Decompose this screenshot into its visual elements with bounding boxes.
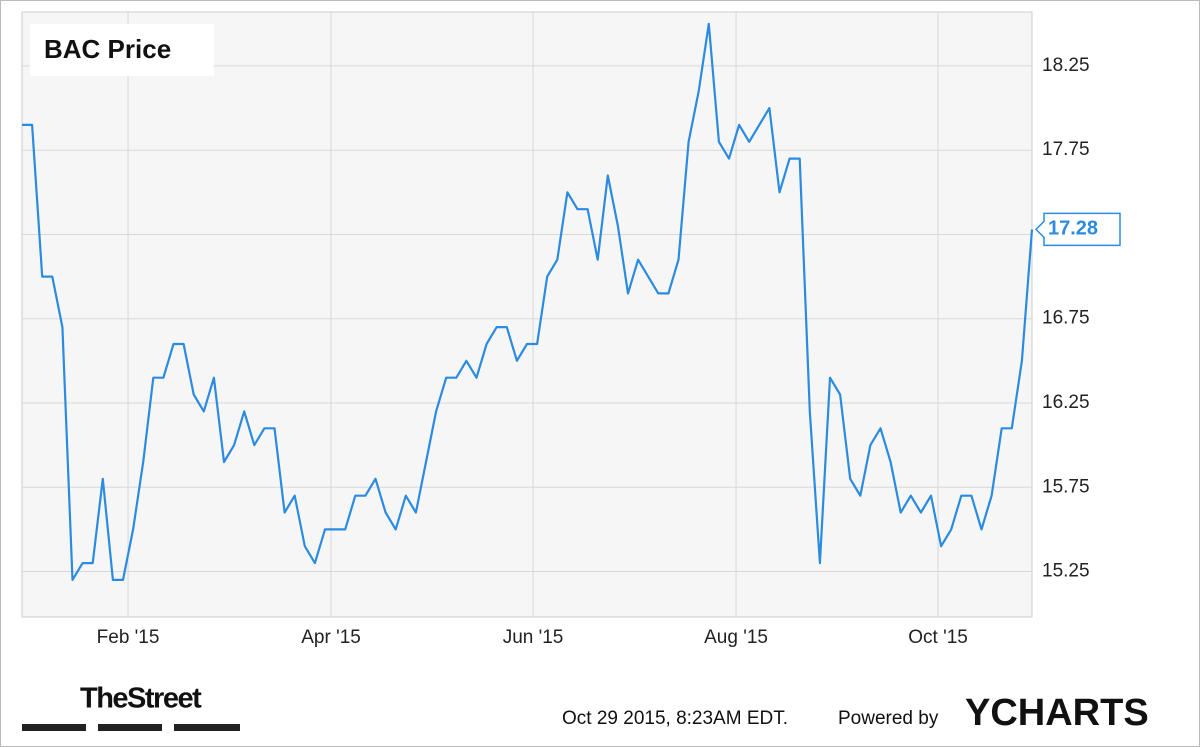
x-tick-label: Aug '15 [704, 627, 768, 648]
last-value-callout [1034, 212, 1121, 247]
x-tick-label: Jun '15 [503, 627, 564, 648]
publisher-logo: TheStreet [80, 683, 202, 715]
y-tick-label: 15.25 [1042, 561, 1090, 582]
title-box [30, 24, 214, 76]
timestamp: Oct 29 2015, 8:23AM EDT. [562, 708, 788, 729]
plot-area [21, 11, 1033, 618]
y-tick-label: 16.75 [1042, 308, 1090, 329]
last-value-label: 17.28 [1048, 218, 1098, 240]
brand-logo: YCHARTS [965, 692, 1149, 734]
y-tick-label: 15.75 [1042, 476, 1090, 497]
x-tick-label: Feb '15 [97, 627, 160, 648]
x-tick-label: Oct '15 [908, 627, 968, 648]
grid [22, 12, 1032, 617]
price-line [22, 22, 1034, 581]
powered-by: Powered by [838, 708, 939, 729]
y-tick-label: 18.25 [1042, 55, 1090, 76]
marks [22, 22, 1034, 581]
chart-title: BAC Price [44, 34, 171, 64]
y-tick-label: 16.25 [1042, 392, 1090, 413]
logo-bar [22, 724, 86, 731]
x-tick-label: Apr '15 [301, 627, 361, 648]
y-tick-label: 17.75 [1042, 139, 1090, 160]
logo-bar [174, 724, 240, 731]
logo-bar [98, 724, 162, 731]
